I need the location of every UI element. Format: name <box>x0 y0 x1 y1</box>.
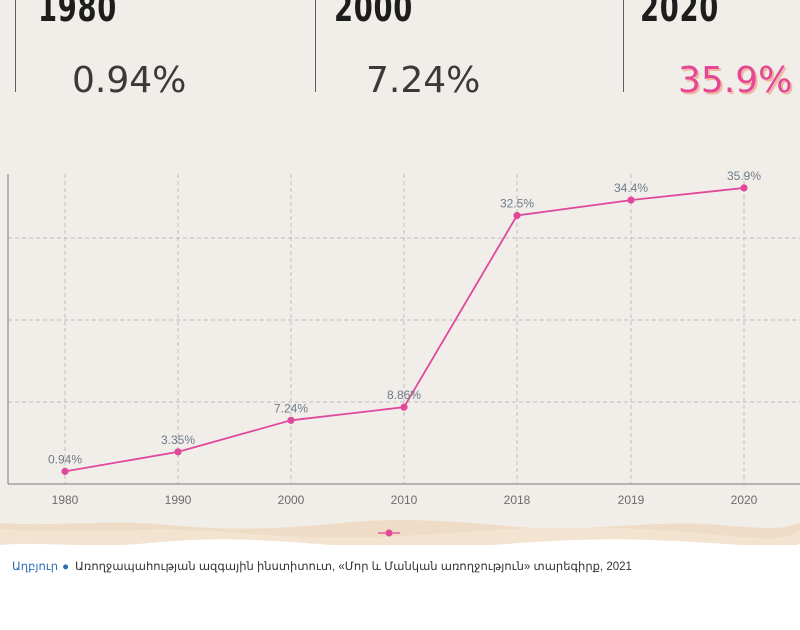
summary-col-1980: 1980 0.94% <box>15 0 186 101</box>
summary-header: 1980 0.94% 2000 7.24% 2020 35.9% <box>0 0 800 110</box>
data-label: 8.86% <box>387 388 421 402</box>
footer: Աղբյուր ● Առողջապահության ազգային ինստիտու… <box>0 539 800 630</box>
x-tick-label: 2010 <box>391 493 418 507</box>
summary-value: 7.24% <box>366 60 481 101</box>
source-line: Աղբյուր ● Առողջապահության ազգային ինստիտու… <box>12 559 632 573</box>
summary-year: 2000 <box>334 0 414 30</box>
data-label: 0.94% <box>48 452 82 466</box>
x-tick-label: 2020 <box>731 493 758 507</box>
summary-value: 0.94% <box>72 60 187 101</box>
summary-col-2020: 2020 35.9% <box>623 0 792 101</box>
x-tick-label: 2018 <box>504 493 531 507</box>
data-label: 34.4% <box>614 181 648 195</box>
data-point <box>513 211 521 220</box>
data-label: 7.24% <box>274 401 308 415</box>
x-tick-label: 2019 <box>618 493 645 507</box>
source-label: Աղբյուր <box>12 561 59 573</box>
data-point <box>287 416 295 424</box>
data-label: 3.35% <box>161 433 195 447</box>
summary-value-highlight: 35.9% <box>678 60 793 101</box>
data-label: 35.9% <box>727 169 761 183</box>
data-point <box>400 403 408 411</box>
footer-torn-edge <box>0 539 800 571</box>
line-chart: 0.94% 3.35% 7.24% 8.86% 32.5% 34.4% 35.9% 1980 1… <box>7 169 800 507</box>
data-point <box>740 184 748 192</box>
x-tick-label: 1980 <box>52 493 79 507</box>
summary-col-2000: 2000 7.24% <box>315 0 480 101</box>
data-point <box>174 448 182 456</box>
data-point <box>627 196 635 204</box>
summary-year: 2020 <box>640 0 720 30</box>
divider-marker-dot <box>385 529 393 537</box>
data-label: 32.5% <box>500 196 534 210</box>
source-text: Առողջապահության ազգային ինստիտուտ, «Մոր … <box>75 561 632 573</box>
bullet-separator: ● <box>62 561 70 573</box>
summary-year: 1980 <box>38 0 118 30</box>
x-tick-label: 1990 <box>165 493 192 507</box>
x-tick-label: 2000 <box>278 493 305 507</box>
data-point <box>61 467 69 475</box>
